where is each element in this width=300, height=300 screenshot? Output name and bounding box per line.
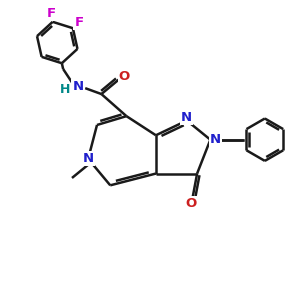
Text: H: H [60,83,71,96]
Text: F: F [74,16,83,29]
Text: N: N [82,152,94,165]
Text: N: N [72,80,83,94]
Text: O: O [119,70,130,83]
Text: F: F [46,7,56,20]
Text: N: N [181,110,192,124]
Text: N: N [210,133,221,146]
Text: O: O [186,197,197,210]
